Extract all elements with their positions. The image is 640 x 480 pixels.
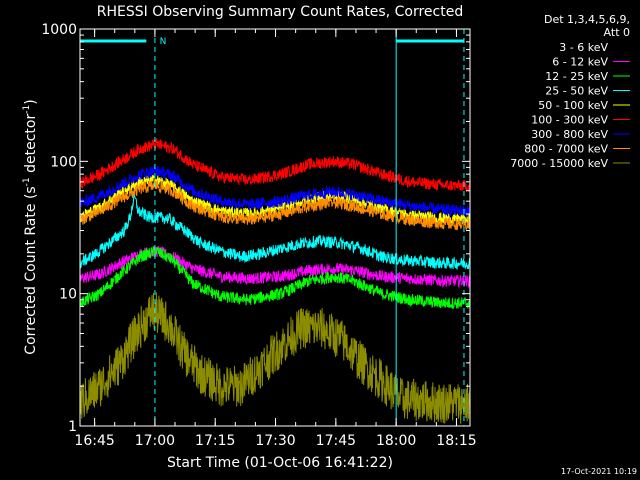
series-line-25-50-kev (79, 190, 471, 270)
marker-label: N (160, 37, 167, 47)
series-line-50-100-kev (79, 174, 471, 227)
legend-label-7000-15000-kev: 7000 - 15000 keV (510, 157, 608, 170)
y-label-part-2: detector (23, 114, 39, 178)
legend-header-line-2: Att 0 (604, 26, 630, 39)
x-tick-label-5: 17:45 (316, 433, 356, 449)
y-label-part-1: Corrected Count Rate (s (23, 186, 39, 354)
chart-title: RHESSI Observing Summary Count Rates, Co… (97, 4, 463, 20)
legend-label-800-7000-kev: 800 - 7000 keV (524, 143, 608, 156)
y-label-sup-2: -1 (22, 105, 32, 114)
x-tick-label-2: 17:00 (135, 433, 175, 449)
legend-label-100-300-kev: 100 - 300 keV (531, 114, 608, 127)
x-axis-label: Start Time (01-Oct-06 16:41:22) (167, 455, 393, 471)
traces-layer (79, 138, 471, 424)
y-tick-label-1: 1 (68, 419, 77, 435)
x-tick-label-3: 17:15 (195, 433, 235, 449)
legend-label-3-6-kev: 3 - 6 keV (559, 41, 608, 54)
series-line-100-300-kev (79, 138, 471, 192)
legend-label-6-12-kev: 6 - 12 keV (552, 56, 608, 69)
y-tick-label-2: 10 (59, 287, 77, 303)
axes-layer: 1 10 100 1000 16:45 17:00 17:15 17:30 17:45 18:00… (41, 22, 476, 449)
series-line-7000-15000-kev (79, 292, 471, 424)
y-tick-label-3: 100 (50, 154, 77, 170)
legend-label-50-100-kev: 50 - 100 keV (538, 99, 608, 112)
series-line-800-7000-kev (79, 180, 471, 231)
legend-label-25-50-kev: 25 - 50 keV (545, 85, 608, 98)
x-tick-label-7: 18:15 (436, 433, 476, 449)
x-tick-label-1: 16:45 (74, 433, 114, 449)
y-label-sup-1: -1 (22, 177, 32, 186)
y-tick-label-4: 1000 (41, 22, 77, 38)
y-axis-label: Corrected Count Rate (s-1 detector-1) (22, 99, 39, 354)
series-line-12-25-kev (79, 246, 471, 309)
timestamp: 17-Oct-2021 10:19 (561, 467, 637, 476)
y-label-part-3: ) (23, 99, 39, 104)
x-tick-label-4: 17:30 (255, 433, 295, 449)
legend-label-12-25-kev: 12 - 25 keV (545, 70, 608, 83)
plot-frame (79, 28, 471, 427)
legend-header-line-1: Det 1,3,4,5,6,9, (544, 13, 630, 26)
legend-label-300-800-kev: 300 - 800 keV (531, 128, 608, 141)
x-tick-label-6: 18:00 (376, 433, 416, 449)
series-line-300-800-kev (79, 164, 471, 217)
